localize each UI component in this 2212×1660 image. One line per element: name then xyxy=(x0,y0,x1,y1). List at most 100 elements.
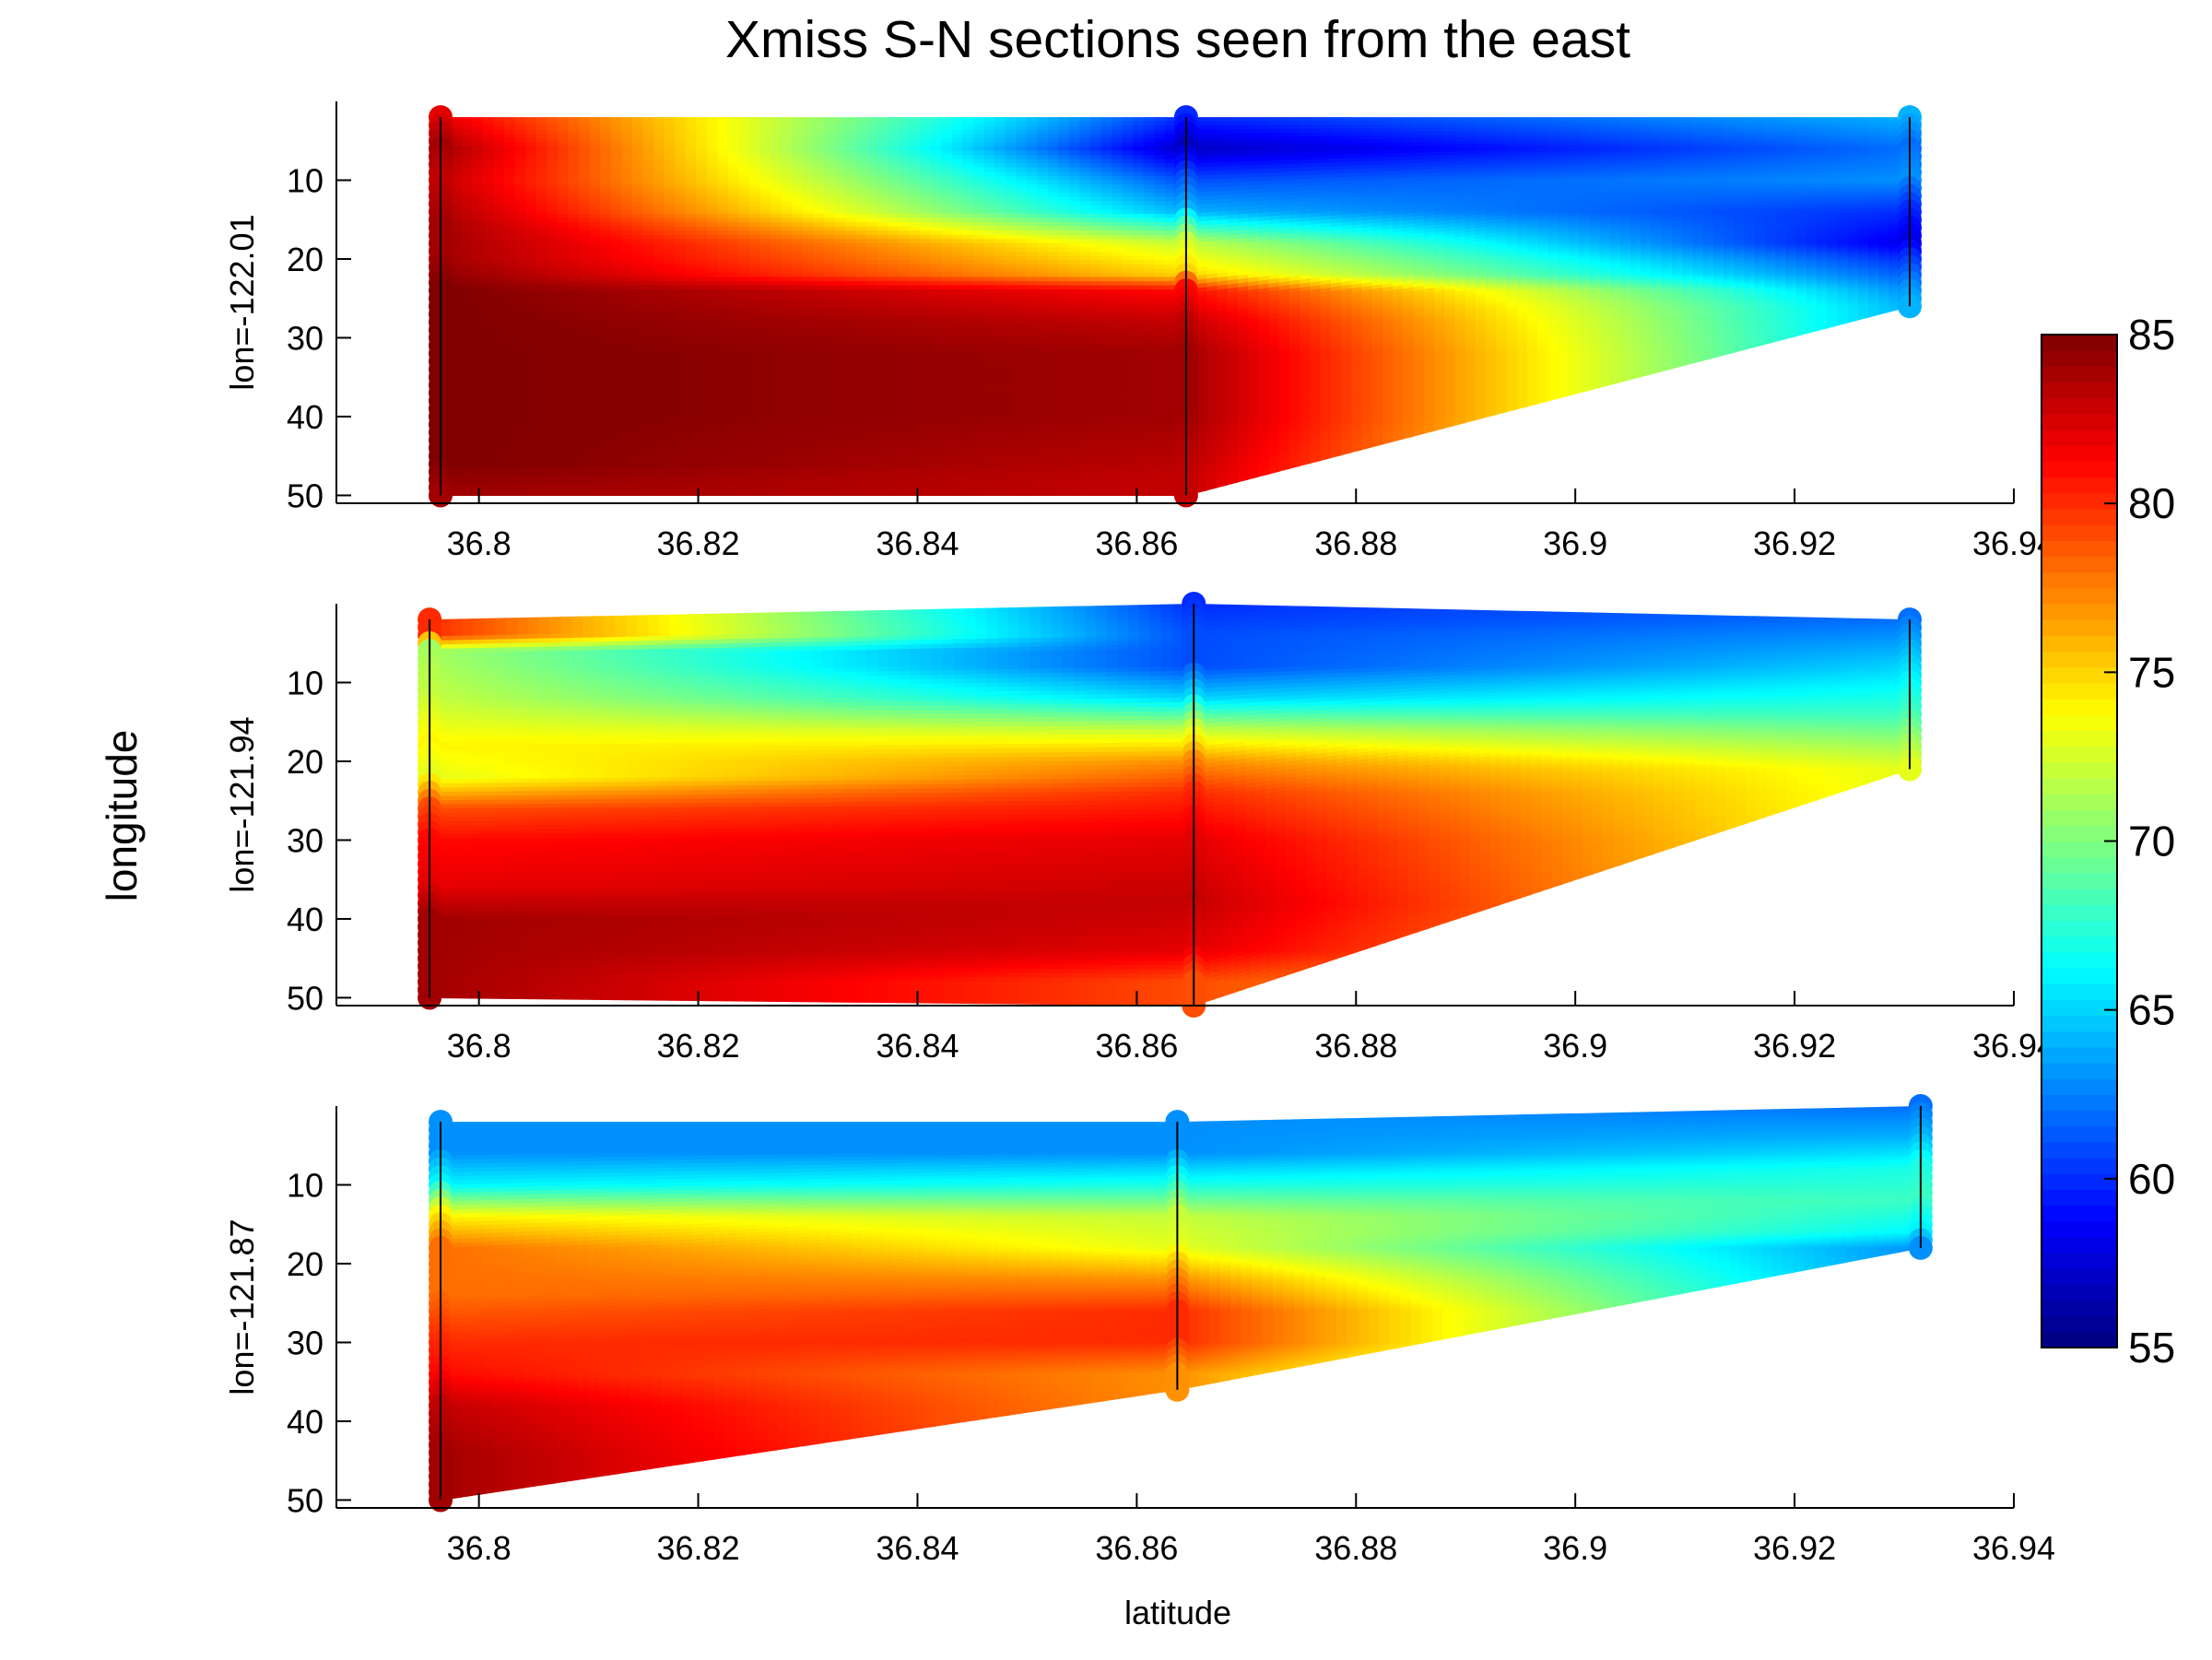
cell xyxy=(877,230,888,236)
cell xyxy=(972,403,984,408)
cell xyxy=(802,255,815,261)
cell xyxy=(632,398,644,404)
cell xyxy=(920,277,932,282)
cell xyxy=(525,373,537,379)
cell xyxy=(824,428,836,433)
cell xyxy=(866,318,878,324)
cell xyxy=(493,398,505,404)
cell xyxy=(802,209,815,215)
cell xyxy=(547,171,559,177)
cell xyxy=(930,193,942,198)
cell xyxy=(738,394,750,400)
cell xyxy=(983,125,995,131)
cell xyxy=(866,441,878,446)
cell xyxy=(962,234,974,240)
cell xyxy=(472,289,484,295)
cell xyxy=(792,180,804,185)
cell xyxy=(962,184,974,190)
cell xyxy=(451,373,463,379)
cell xyxy=(941,306,953,312)
cell xyxy=(610,129,623,135)
cell xyxy=(1005,411,1017,417)
cell xyxy=(1005,403,1017,408)
cell xyxy=(930,285,942,290)
cell xyxy=(1005,277,1017,282)
cell xyxy=(483,344,495,349)
cell xyxy=(898,180,911,185)
cell xyxy=(621,432,633,438)
cell xyxy=(888,247,900,253)
cell xyxy=(759,226,771,231)
cell xyxy=(610,277,623,282)
cell xyxy=(451,331,463,336)
cell xyxy=(813,327,825,333)
cell xyxy=(962,226,974,231)
cell xyxy=(685,150,697,156)
cell xyxy=(610,205,623,211)
cell xyxy=(547,403,559,408)
cell xyxy=(866,453,878,459)
cell xyxy=(834,298,846,303)
cell xyxy=(941,142,953,147)
cell xyxy=(824,419,836,425)
cell xyxy=(717,298,729,303)
cell xyxy=(824,310,836,315)
cell xyxy=(451,352,463,358)
cell xyxy=(685,406,697,412)
cell xyxy=(632,423,644,430)
cell xyxy=(525,155,537,160)
cell xyxy=(802,436,815,441)
cell xyxy=(962,201,974,206)
cell xyxy=(558,394,570,400)
cell xyxy=(462,474,474,479)
cell xyxy=(632,323,644,328)
cell xyxy=(972,323,984,328)
cell xyxy=(834,117,846,123)
cell xyxy=(525,474,537,479)
cell xyxy=(728,260,740,265)
cell xyxy=(972,390,984,395)
cell xyxy=(514,352,527,358)
cell xyxy=(504,159,516,164)
cell xyxy=(514,369,527,374)
cell xyxy=(802,336,815,341)
cell xyxy=(525,339,537,345)
cell xyxy=(930,444,942,450)
cell xyxy=(994,490,1006,497)
cell xyxy=(536,406,548,412)
cell xyxy=(610,260,623,265)
cell xyxy=(558,242,570,249)
cell xyxy=(610,147,623,152)
cell xyxy=(642,373,654,379)
cell xyxy=(717,242,729,249)
cell xyxy=(706,432,719,438)
cell xyxy=(855,193,867,198)
cell xyxy=(621,193,633,198)
cell xyxy=(685,352,697,358)
cell xyxy=(472,213,484,219)
cell xyxy=(845,196,857,202)
cell xyxy=(941,163,953,169)
cell xyxy=(983,403,995,408)
cell xyxy=(696,134,708,139)
cell xyxy=(717,155,729,160)
cell xyxy=(994,277,1006,282)
cell xyxy=(728,385,740,392)
cell xyxy=(749,252,761,257)
cell xyxy=(972,432,984,438)
cell xyxy=(642,239,654,244)
cell xyxy=(855,352,867,358)
cell xyxy=(855,167,867,172)
cell xyxy=(972,461,984,467)
cell xyxy=(568,432,580,438)
cell xyxy=(472,461,484,467)
cell xyxy=(930,310,942,315)
cell xyxy=(824,377,836,383)
cell xyxy=(824,432,836,438)
cell xyxy=(909,356,921,362)
cell xyxy=(675,390,687,395)
cell xyxy=(451,382,463,387)
cell xyxy=(653,398,665,404)
cell xyxy=(855,125,867,131)
cell xyxy=(558,230,570,236)
